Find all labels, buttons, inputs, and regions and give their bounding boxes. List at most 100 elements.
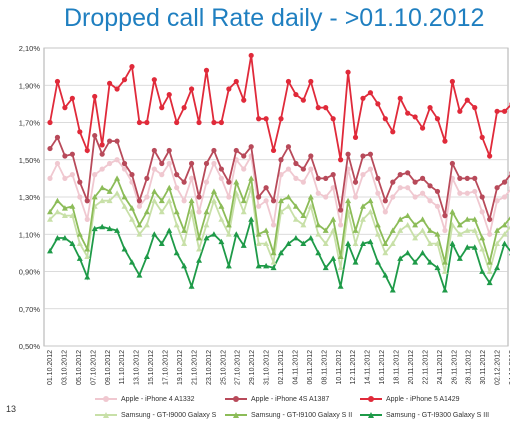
- data-point: [256, 194, 262, 200]
- data-point: [352, 194, 359, 200]
- x-tick-label: 25.10.2012: [220, 350, 227, 385]
- data-point: [389, 287, 396, 293]
- data-point: [196, 257, 203, 263]
- data-point: [487, 153, 493, 159]
- data-point: [255, 231, 262, 237]
- y-tick-label: 1,10%: [19, 230, 41, 239]
- x-tick-label: 31.10.2012: [264, 350, 271, 385]
- data-point: [84, 253, 91, 259]
- data-point: [374, 231, 381, 237]
- x-tick-label: 17.10.2012: [163, 350, 170, 385]
- data-point: [337, 264, 344, 271]
- data-point: [241, 166, 247, 172]
- data-point: [211, 147, 217, 154]
- data-point: [143, 208, 150, 215]
- data-point: [233, 147, 239, 154]
- data-point: [196, 119, 202, 126]
- data-point: [352, 134, 359, 140]
- data-point: [174, 119, 180, 126]
- data-point: [337, 253, 344, 259]
- data-point: [114, 175, 121, 181]
- data-point: [196, 246, 203, 252]
- data-point: [390, 179, 396, 185]
- data-point: [464, 97, 470, 103]
- x-tick-label: 11.10.2012: [119, 350, 126, 385]
- data-point: [69, 212, 76, 219]
- data-point: [166, 160, 172, 167]
- data-point: [352, 259, 359, 265]
- data-point: [99, 151, 105, 157]
- data-point: [456, 231, 463, 237]
- data-point: [359, 240, 366, 246]
- data-point: [486, 279, 493, 286]
- data-point: [382, 198, 388, 204]
- data-point: [501, 240, 508, 246]
- data-point: [270, 264, 277, 271]
- data-point: [308, 153, 314, 159]
- data-point: [106, 188, 113, 194]
- data-point: [188, 197, 195, 204]
- data-point: [248, 216, 255, 222]
- data-point: [121, 77, 128, 83]
- data-point: [464, 227, 471, 233]
- data-point: [419, 216, 426, 222]
- data-point: [54, 134, 61, 140]
- data-point: [158, 240, 165, 246]
- x-tick-label: 06.11.2012: [307, 350, 314, 385]
- data-point: [300, 240, 307, 246]
- data-point: [91, 225, 98, 232]
- data-point: [107, 80, 113, 86]
- data-point: [382, 209, 388, 215]
- data-point: [203, 179, 210, 185]
- data-point: [487, 231, 493, 237]
- data-point: [382, 116, 388, 122]
- x-tick-label: 07.10.2012: [90, 350, 97, 385]
- data-point: [263, 185, 269, 191]
- y-tick-label: 2,10%: [19, 44, 41, 53]
- data-point: [225, 221, 232, 228]
- data-point: [330, 116, 336, 122]
- data-point: [114, 86, 120, 92]
- x-tick-label: 15.10.2012: [148, 350, 155, 385]
- data-point: [143, 253, 150, 259]
- data-point: [434, 188, 441, 195]
- data-point: [76, 255, 83, 261]
- data-point: [241, 97, 247, 103]
- data-point: [494, 185, 500, 191]
- data-point: [479, 209, 485, 215]
- data-point: [263, 227, 270, 233]
- data-point: [300, 97, 306, 103]
- data-point: [457, 190, 463, 196]
- x-tick-label: 23.10.2012: [206, 350, 213, 385]
- data-point: [136, 231, 143, 237]
- data-point: [307, 234, 314, 241]
- x-tick-label: 30.11.2012: [480, 350, 487, 385]
- data-point: [434, 264, 441, 271]
- data-point: [143, 221, 150, 228]
- data-point: [278, 197, 284, 204]
- data-point: [412, 114, 418, 120]
- data-point: [54, 78, 61, 85]
- x-tick-label: 10.11.2012: [336, 350, 343, 385]
- data-point: [226, 179, 232, 185]
- data-point: [61, 205, 68, 211]
- data-point: [292, 234, 299, 241]
- data-point: [188, 86, 195, 92]
- data-point: [203, 67, 210, 73]
- data-point: [144, 119, 150, 126]
- data-point: [77, 129, 83, 135]
- data-point: [159, 172, 165, 178]
- data-point: [345, 240, 352, 246]
- data-point: [159, 160, 165, 167]
- data-point: [136, 221, 143, 228]
- data-point: [69, 240, 76, 246]
- y-tick-label: 1,50%: [19, 156, 41, 165]
- data-point: [285, 166, 292, 172]
- data-point: [293, 160, 299, 167]
- data-point: [397, 255, 404, 261]
- data-point: [256, 203, 262, 209]
- y-tick-label: 1,30%: [19, 193, 41, 202]
- x-tick-label: 04.11.2012: [292, 350, 299, 385]
- data-point: [54, 160, 61, 167]
- data-point: [352, 240, 359, 246]
